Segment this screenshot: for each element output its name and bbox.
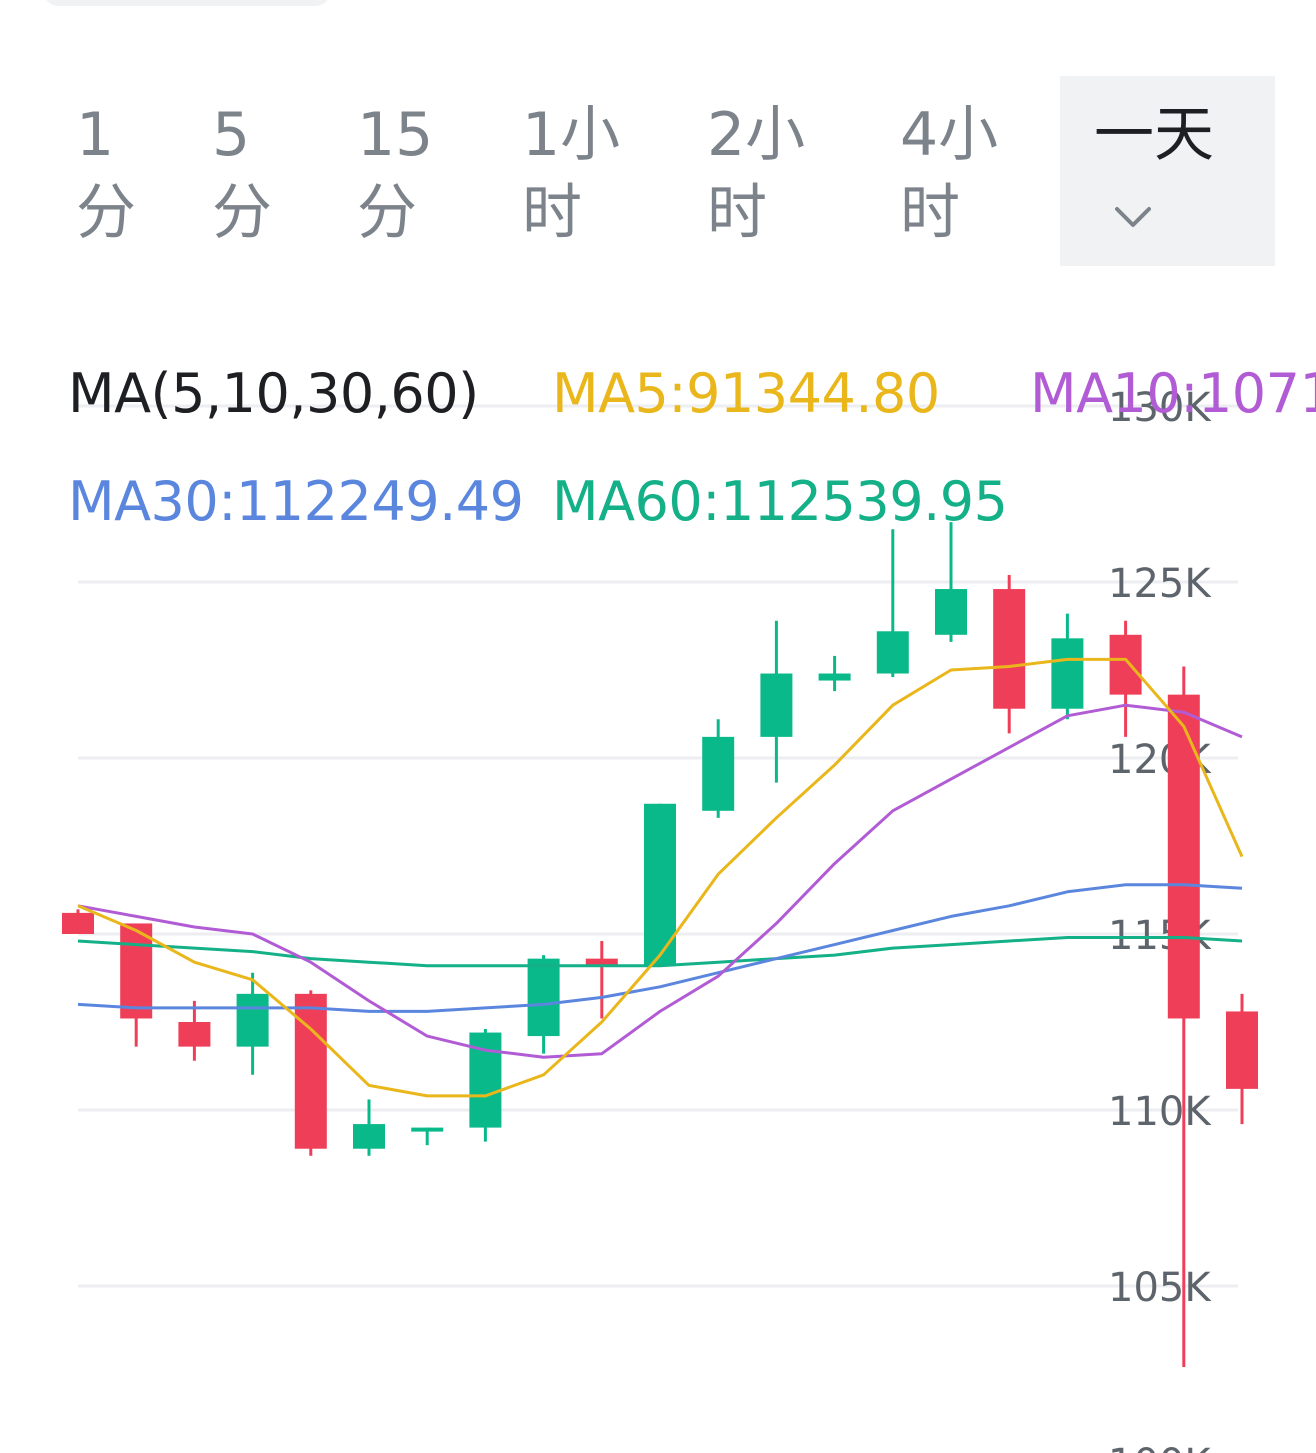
- tab-1-hour[interactable]: 1小 时: [522, 96, 632, 252]
- ma5-line: [77, 657, 1244, 1098]
- tab-1-day-label: 一天: [1094, 100, 1214, 170]
- candle: [702, 719, 735, 818]
- candle: [935, 522, 967, 642]
- chevron-down-icon[interactable]: [1113, 205, 1153, 229]
- y-axis-tick-label: 130K: [1108, 385, 1212, 431]
- tab-1-minute-line2: 分: [76, 178, 136, 248]
- candle: [120, 923, 153, 1047]
- y-axis-tick-label: 100K: [1108, 1441, 1212, 1453]
- tab-2-hour-line2: 时: [707, 178, 767, 248]
- ma10-value: MA10:10718: [1030, 362, 1316, 425]
- tab-4-hour-line1: 4小: [900, 100, 999, 170]
- tab-4-hour-line2: 时: [900, 178, 960, 248]
- candle-body: [1226, 1011, 1258, 1089]
- candle-body: [294, 993, 327, 1149]
- candle: [993, 574, 1026, 734]
- candle-body: [178, 1022, 211, 1047]
- candle-body: [1167, 694, 1200, 1019]
- candle: [585, 941, 618, 1019]
- candle-body: [236, 993, 269, 1047]
- candle-body: [585, 958, 618, 966]
- ma-params-label[interactable]: MA(5,10,30,60): [68, 362, 479, 425]
- tab-5-minute[interactable]: 5 分: [212, 96, 322, 252]
- tab-4-hour[interactable]: 4小 时: [900, 96, 1010, 252]
- tab-5-minute-line1: 5: [212, 100, 251, 170]
- candle: [1167, 666, 1200, 1367]
- candle: [760, 620, 793, 783]
- tab-2-hour-line1: 2小: [707, 100, 806, 170]
- candle: [353, 1099, 385, 1156]
- tab-1-day-dropdown[interactable]: 一天: [1060, 76, 1275, 266]
- candle: [178, 1000, 211, 1061]
- tab-15-minute[interactable]: 15 分: [357, 96, 467, 252]
- ma5-value: MA5:91344.80: [552, 362, 940, 425]
- tab-15-minute-line1: 15: [357, 100, 434, 170]
- ma60-line: [77, 936, 1243, 968]
- candle-body: [411, 1127, 444, 1132]
- top-search-pill[interactable]: [44, 0, 330, 6]
- ma-lines: [77, 657, 1244, 1098]
- candle: [411, 1127, 444, 1146]
- candle: [876, 529, 909, 678]
- candle: [1051, 613, 1084, 720]
- candle: [469, 1029, 502, 1142]
- candle-body: [818, 673, 851, 681]
- tab-2-hour[interactable]: 2小 时: [707, 96, 817, 252]
- candle-body: [876, 631, 909, 674]
- candle: [294, 990, 327, 1156]
- candle-body: [1051, 638, 1084, 709]
- candle-body: [527, 958, 560, 1037]
- ma30-line: [77, 883, 1243, 1013]
- tab-5-minute-line2: 分: [212, 178, 272, 248]
- candle-body: [935, 589, 967, 635]
- candle: [1109, 620, 1142, 737]
- candle-body: [120, 923, 153, 1019]
- y-axis-tick-label: 125K: [1108, 561, 1212, 607]
- candle-body: [702, 736, 735, 811]
- candle-body: [993, 589, 1026, 709]
- ma30-value: MA30:112249.49: [68, 470, 524, 533]
- candles: [62, 522, 1258, 1367]
- ma60-value: MA60:112539.95: [552, 470, 1008, 533]
- candle-body: [62, 912, 94, 934]
- y-axis-tick-label: 105K: [1108, 1265, 1212, 1311]
- candle-body: [353, 1124, 385, 1149]
- candle-body: [760, 673, 793, 737]
- y-axis-tick-label: 110K: [1108, 1089, 1212, 1135]
- candle: [236, 972, 269, 1075]
- tab-1-minute-line1: 1: [76, 100, 115, 170]
- candle: [818, 655, 851, 692]
- candle: [62, 909, 94, 934]
- candle-body: [1109, 634, 1142, 695]
- tab-1-hour-line1: 1小: [522, 100, 621, 170]
- ma10-line: [77, 703, 1243, 1059]
- tab-1-minute[interactable]: 1 分: [76, 96, 186, 252]
- candle: [1226, 993, 1258, 1125]
- tab-1-hour-line2: 时: [522, 178, 582, 248]
- tab-15-minute-line2: 分: [357, 178, 417, 248]
